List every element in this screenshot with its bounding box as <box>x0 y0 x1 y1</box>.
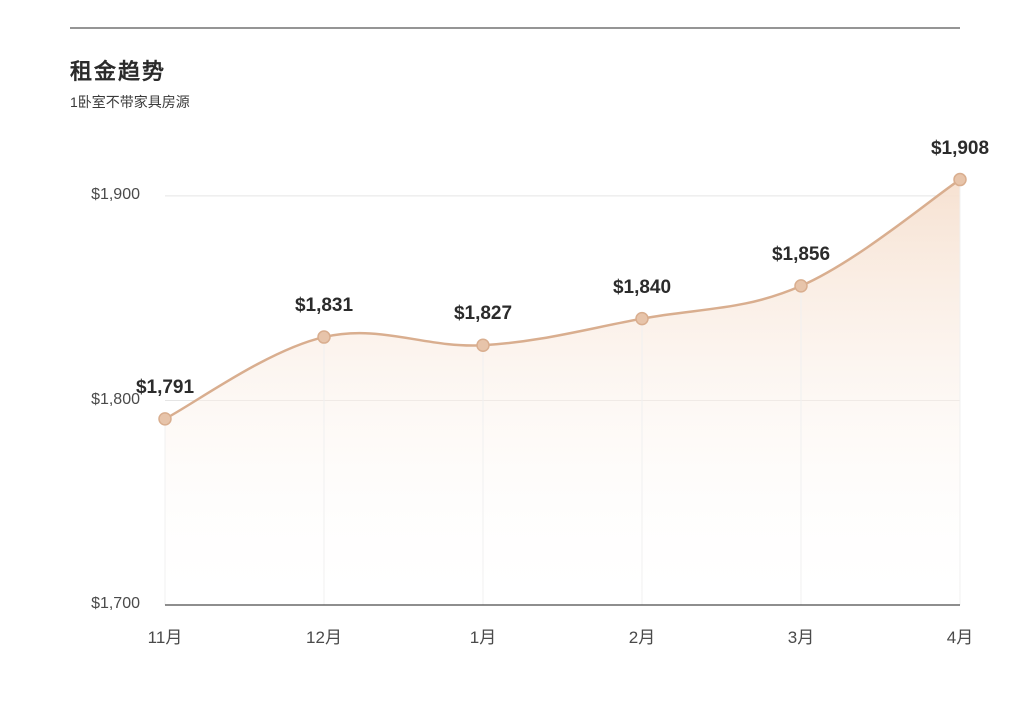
chart-subtitle: 1卧室不带家具房源 <box>70 92 190 112</box>
point-value-label: $1,840 <box>613 277 671 299</box>
point-value-label: $1,827 <box>454 303 512 325</box>
point-value-label: $1,831 <box>295 295 353 317</box>
point-value-label: $1,856 <box>772 244 830 266</box>
x-tick-label: 12月 <box>306 623 342 648</box>
point-value-label: $1,908 <box>931 138 989 160</box>
point-value-label: $1,791 <box>136 377 194 399</box>
x-tick-label: 4月 <box>947 623 973 648</box>
x-tick-label: 2月 <box>629 623 655 648</box>
y-tick-label: $1,900 <box>0 186 140 204</box>
x-tick-label: 11月 <box>148 623 183 648</box>
y-tick-label: $1,700 <box>0 595 140 613</box>
x-tick-label: 1月 <box>470 623 496 648</box>
chart-container: 租金趋势 1卧室不带家具房源 $1,700 $1,800 $1,900 11月 … <box>0 0 1024 717</box>
x-tick-label: 3月 <box>788 623 814 648</box>
y-tick-label: $1,800 <box>0 391 140 409</box>
chart-title: 租金趋势 <box>70 54 166 86</box>
